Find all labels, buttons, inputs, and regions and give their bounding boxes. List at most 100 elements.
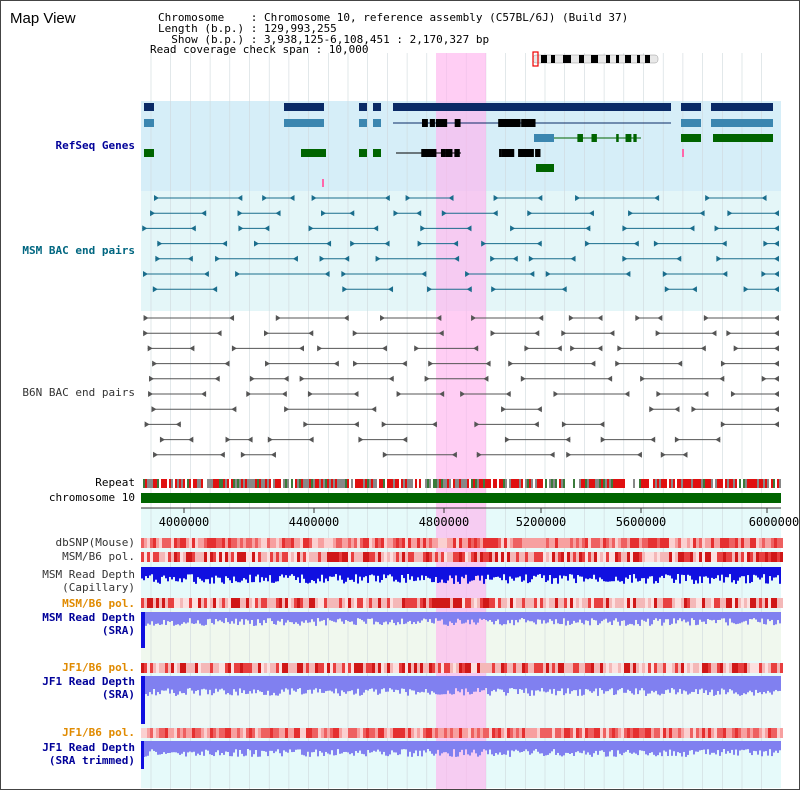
ideogram-band [541, 55, 547, 63]
jf1-b6-pol-label[interactable]: JF1/B6 pol. [62, 661, 135, 674]
refseq-gene-features[interactable] [144, 103, 773, 187]
depth-bar [383, 612, 385, 623]
depth-bar [527, 567, 529, 584]
depth-bar [383, 567, 385, 575]
msm-b6-pol-label-2[interactable]: MSM/B6 pol. [62, 597, 135, 610]
bac-end-marker [292, 255, 298, 262]
depth-bar [623, 676, 625, 693]
msm-bac-label[interactable]: MSM BAC end pairs [22, 244, 135, 257]
heat-cell [354, 598, 357, 608]
jf1-b6-pol-label-2[interactable]: JF1/B6 pol. [62, 726, 135, 739]
heat-cell [579, 728, 582, 738]
depth-bar [425, 741, 427, 753]
heat-cell [741, 552, 744, 562]
heat-cell [627, 663, 630, 673]
depth-bar [705, 612, 707, 625]
repeat-segment [569, 479, 571, 488]
repeat-label[interactable]: Repeat [95, 476, 135, 489]
msm-b6-pol-heat-track[interactable] [141, 552, 783, 562]
repeat-segment [305, 479, 307, 488]
heat-cell [654, 538, 657, 548]
msm-bac-pairs[interactable] [142, 195, 779, 293]
heat-cell [255, 728, 258, 738]
msm-read-capillary-label-1[interactable]: MSM Read Depth [42, 568, 135, 581]
heat-cell [285, 728, 288, 738]
heat-cell [780, 598, 783, 608]
heat-cell [378, 663, 381, 673]
jf1-read-trim-label-1[interactable]: JF1 Read Depth [42, 741, 135, 754]
depth-bar [651, 612, 653, 625]
chromosome-bar[interactable] [141, 493, 781, 503]
heat-cell [519, 552, 522, 562]
msm-read-depth-sra[interactable] [141, 612, 781, 648]
depth-bar [455, 741, 457, 757]
depth-bar [749, 676, 751, 691]
depth-bar [417, 612, 419, 622]
depth-bar [171, 676, 173, 690]
depth-bar [591, 741, 593, 757]
jf1-b6-pol-heat-track[interactable] [141, 663, 783, 673]
heat-cell [405, 663, 408, 673]
heat-cell [780, 552, 783, 562]
depth-bar [673, 612, 675, 619]
heat-cell [735, 552, 738, 562]
heat-cell [381, 538, 384, 548]
depth-bar [589, 676, 591, 692]
b6n-bac-label[interactable]: B6N BAC end pairs [22, 386, 135, 399]
depth-bar [501, 676, 503, 690]
bac-end-marker [343, 315, 349, 321]
heat-cell [471, 538, 474, 548]
depth-bar [437, 612, 439, 621]
heat-cell [537, 663, 540, 673]
msm-read-sra-label-1[interactable]: MSM Read Depth [42, 611, 135, 624]
depth-bar [421, 612, 423, 621]
depth-bar [415, 741, 417, 751]
depth-bar [409, 676, 411, 690]
dbsnp-heat-track[interactable] [141, 538, 783, 548]
depth-bar [633, 567, 635, 575]
depth-bar [191, 741, 193, 753]
chromosome-ideogram[interactable] [532, 51, 659, 67]
heat-cell [591, 663, 594, 673]
heat-cell [372, 663, 375, 673]
bac-end-marker [342, 286, 348, 293]
refseq-genes-label[interactable]: RefSeq Genes [55, 139, 135, 152]
depth-bar [715, 567, 717, 579]
depth-bar [729, 741, 731, 754]
depth-bar [457, 612, 459, 619]
b6n-bac-pairs[interactable] [143, 315, 779, 458]
heat-cell [186, 538, 189, 548]
depth-bar [551, 741, 553, 752]
heat-cell [699, 552, 702, 562]
heat-cell [408, 663, 411, 673]
jf1-read-depth-sra[interactable] [141, 676, 781, 724]
heat-cell [414, 663, 417, 673]
heat-cell [684, 663, 687, 673]
heat-cell [195, 552, 198, 562]
heat-cell [729, 728, 732, 738]
repeat-segment [169, 479, 171, 488]
depth-bar [481, 741, 483, 752]
depth-bar [601, 567, 603, 580]
depth-bar [253, 676, 255, 690]
dbsnp-label[interactable]: dbSNP(Mouse) [55, 536, 135, 549]
repeat-segment [307, 479, 309, 488]
msm-read-depth-capillary[interactable] [141, 567, 781, 584]
depth-bar [365, 567, 367, 577]
depth-bar [267, 567, 269, 582]
heat-cell [246, 663, 249, 673]
msm-b6-pol-label[interactable]: MSM/B6 pol. [62, 550, 135, 563]
jf1-b6-pol-heat-track-2[interactable] [141, 728, 783, 738]
jf1-read-sra-label-1[interactable]: JF1 Read Depth [42, 675, 135, 688]
repeat-track[interactable] [141, 479, 781, 488]
heat-cell [690, 552, 693, 562]
depth-bar [531, 612, 533, 622]
depth-bar [265, 567, 267, 578]
gene-feature [577, 134, 583, 142]
repeat-segment [703, 479, 705, 488]
msm-b6-pol-heat-track-2[interactable] [141, 598, 783, 608]
jf1-read-depth-sra-trimmed[interactable] [141, 741, 781, 769]
depth-bar [345, 567, 347, 582]
heat-cell [747, 728, 750, 738]
